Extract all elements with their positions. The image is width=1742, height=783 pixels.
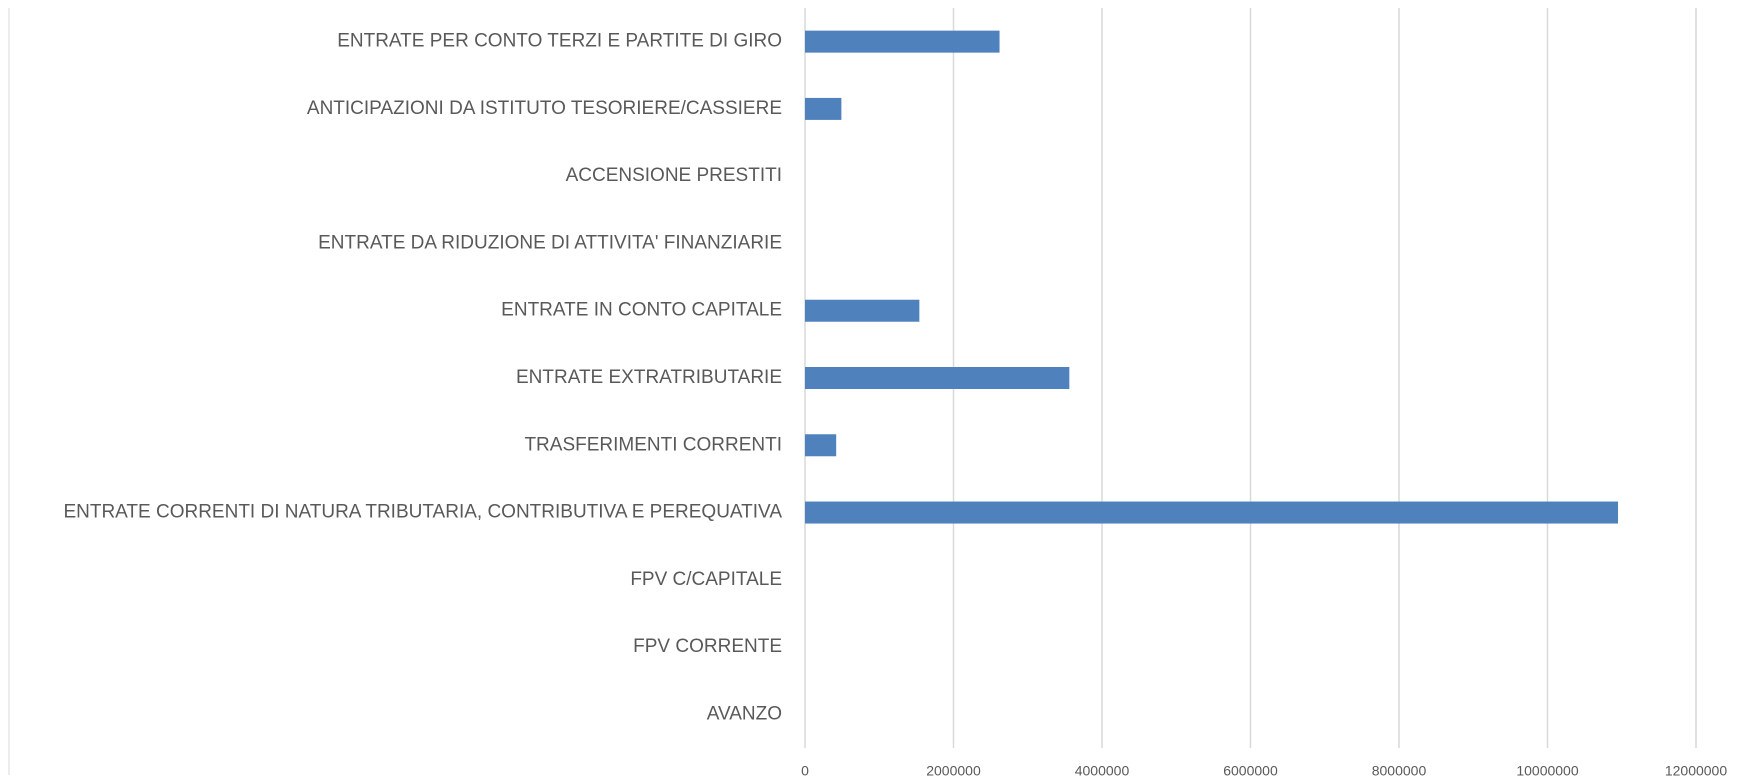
y-tick-label: ACCENSIONE PRESTITI (566, 165, 782, 186)
y-tick-label: ANTICIPAZIONI DA ISTITUTO TESORIERE/CASS… (307, 98, 782, 119)
x-tick-label: 10000000 (1516, 763, 1579, 779)
x-tick-label: 12000000 (1665, 763, 1728, 779)
bar (805, 367, 1070, 389)
x-tick-label: 2000000 (926, 763, 981, 779)
x-tick-label: 4000000 (1075, 763, 1130, 779)
y-tick-label: ENTRATE PER CONTO TERZI E PARTITE DI GIR… (337, 31, 782, 52)
y-tick-label: ENTRATE EXTRATRIBUTARIE (516, 367, 782, 388)
bar (805, 30, 1000, 53)
y-tick-label: FPV CORRENTE (633, 636, 782, 657)
bar (805, 501, 1619, 524)
bar (805, 299, 920, 322)
y-tick-label: ENTRATE CORRENTI DI NATURA TRIBUTARIA, C… (63, 502, 782, 523)
y-tick-label: ENTRATE IN CONTO CAPITALE (501, 300, 782, 321)
bar (805, 434, 837, 457)
x-tick-label: 0 (801, 763, 809, 779)
x-tick-label: 6000000 (1223, 763, 1278, 779)
bar (805, 97, 842, 120)
x-tick-label: 8000000 (1372, 763, 1427, 779)
y-tick-label: TRASFERIMENTI CORRENTI (524, 434, 782, 455)
y-tick-label: FPV C/CAPITALE (630, 569, 782, 590)
y-tick-label: AVANZO (707, 703, 782, 724)
y-tick-label: ENTRATE DA RIDUZIONE DI ATTIVITA' FINANZ… (318, 232, 782, 253)
